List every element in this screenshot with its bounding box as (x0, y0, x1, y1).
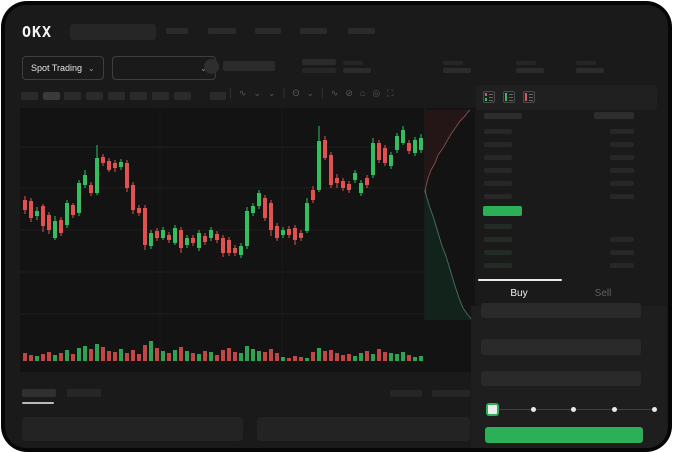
book-bids-only-icon[interactable] (503, 91, 515, 103)
buy-submit-button[interactable] (485, 427, 643, 443)
chevron-down-icon[interactable]: ⌄ (306, 87, 314, 98)
stat-label-placeholder (343, 61, 363, 65)
pair-name-placeholder (223, 61, 275, 71)
camera-icon[interactable]: ⌂ (359, 88, 366, 98)
chart-range-button[interactable] (390, 390, 422, 397)
orderbook-row[interactable] (610, 237, 634, 242)
market-type-label: Spot Trading (31, 63, 83, 73)
indicator-icon[interactable]: ʘ (292, 88, 300, 98)
search-placeholder[interactable] (70, 24, 156, 40)
chevron-down-icon: ⌄ (88, 63, 95, 73)
nav-item-placeholder[interactable] (208, 28, 236, 34)
nav-item-placeholder[interactable] (348, 28, 375, 34)
market-type-selector[interactable]: Spot Trading ⌄ (22, 56, 104, 80)
orderbook-row[interactable] (610, 129, 634, 134)
toolbar-separator: | (320, 87, 324, 99)
fullscreen-icon[interactable]: ⛶ (387, 87, 394, 98)
orderbook-row[interactable] (610, 142, 634, 147)
timeframe-button[interactable] (86, 92, 103, 100)
tab-buy[interactable]: Buy (510, 288, 528, 299)
orderbook-col-header (484, 113, 522, 119)
slider-stop-25[interactable] (530, 407, 536, 412)
timeframe-button[interactable] (21, 92, 38, 100)
last-price-placeholder (302, 59, 336, 65)
toolbar-separator: | (282, 87, 286, 99)
line-tool-icon[interactable]: ∿ (330, 87, 339, 98)
fiat-price-placeholder (302, 68, 336, 73)
draw-tool-icon[interactable]: ⊘ (345, 87, 353, 98)
orderbook-row[interactable] (484, 250, 512, 255)
stat-value-placeholder (576, 68, 604, 73)
book-asks-only-icon[interactable] (523, 91, 535, 103)
orderbook-row[interactable] (484, 168, 512, 173)
orderbook-row[interactable] (610, 155, 634, 160)
orderbook-row[interactable] (484, 142, 512, 147)
buy-tab-indicator (478, 279, 562, 281)
pair-selector[interactable]: ⌄ (112, 56, 216, 80)
order-history-panel[interactable] (257, 417, 470, 441)
chart-tab-active[interactable] (22, 389, 56, 397)
slider-stop-50[interactable] (571, 407, 576, 412)
chevron-down-icon[interactable]: ⌄ (253, 87, 261, 98)
app-screen: OKX Spot Trading ⌄ ⌄ (5, 5, 668, 448)
stat-label-placeholder (443, 61, 463, 65)
toolbar-separator: | (229, 87, 232, 99)
price-chart-svg[interactable] (20, 108, 475, 372)
timeframe-button[interactable] (210, 92, 226, 100)
slider-stop-100[interactable] (652, 407, 657, 412)
collapse-depth-icon[interactable]: ‹ (424, 186, 427, 196)
tab-sell[interactable]: Sell (594, 288, 612, 299)
last-price-badge[interactable] (483, 206, 522, 216)
nav-item-placeholder[interactable] (300, 28, 327, 34)
timeframe-button[interactable] (174, 92, 191, 100)
orderbook-row[interactable] (484, 224, 512, 229)
timeframe-button-active[interactable] (43, 92, 60, 100)
orderbook-row[interactable] (484, 237, 512, 242)
orderbook-row[interactable] (484, 129, 512, 134)
stat-value-placeholder (343, 68, 371, 73)
coin-avatar (204, 59, 219, 74)
orderbook-row[interactable] (610, 181, 634, 186)
stat-value-placeholder (516, 68, 544, 73)
orderbook-row[interactable] (484, 263, 512, 268)
chevron-down-icon[interactable]: ⌄ (267, 87, 276, 98)
slider-stop-75[interactable] (611, 407, 617, 412)
timeframe-button[interactable] (108, 92, 125, 100)
orderbook-row[interactable] (610, 194, 634, 199)
stat-label-placeholder (516, 61, 536, 65)
timeframe-button[interactable] (64, 92, 81, 100)
orderbook-row[interactable] (484, 194, 512, 199)
chart-tab-indicator (22, 402, 54, 404)
open-orders-panel[interactable] (22, 417, 243, 441)
price-input[interactable] (481, 303, 641, 318)
nav-item-placeholder[interactable] (255, 28, 281, 34)
nav-item-placeholder[interactable] (166, 28, 188, 34)
chart-tools: | ∿ ⌄ ⌄ | ʘ ⌄ | ∿ ⊘ ⌂ ◎ ⛶ (229, 87, 393, 99)
orderbook-row[interactable] (484, 155, 512, 160)
timeframe-button[interactable] (152, 92, 169, 100)
chart-tab[interactable] (67, 389, 101, 397)
amount-input[interactable] (481, 339, 641, 355)
orderbook-row[interactable] (484, 181, 512, 186)
candle-style-icon[interactable]: ∿ (238, 87, 247, 98)
orderbook-row[interactable] (610, 263, 634, 268)
orderbook-row[interactable] (610, 250, 634, 255)
book-both-sides-icon[interactable] (483, 91, 495, 103)
stat-label-placeholder (576, 61, 596, 65)
chart-range-button[interactable] (432, 390, 470, 397)
okx-logo[interactable]: OKX (22, 23, 53, 41)
orderbook-row[interactable] (610, 168, 634, 173)
chevron-down-icon: ⌄ (200, 64, 207, 73)
total-input[interactable] (481, 371, 641, 386)
timeframe-button[interactable] (130, 92, 147, 100)
orderbook-col-header (594, 112, 634, 119)
amount-slider-handle[interactable] (486, 403, 499, 416)
settings-icon[interactable]: ◎ (372, 87, 381, 98)
stat-value-placeholder (443, 68, 471, 73)
